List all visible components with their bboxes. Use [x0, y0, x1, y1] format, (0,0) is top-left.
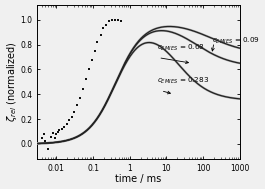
Text: $c_{EMIES}$ = 0.68: $c_{EMIES}$ = 0.68 — [157, 43, 205, 53]
Point — [110, 18, 114, 21]
Point — [101, 27, 105, 30]
Point — [81, 88, 85, 91]
Point — [92, 49, 97, 52]
Point — [104, 23, 108, 26]
Point — [43, 140, 47, 143]
Point — [46, 147, 50, 150]
Point — [48, 135, 53, 138]
Point — [56, 130, 60, 133]
Point — [119, 19, 123, 22]
Point — [62, 125, 66, 128]
Point — [75, 104, 79, 107]
Point — [64, 123, 69, 126]
Point — [57, 129, 61, 132]
Point — [42, 132, 46, 136]
Text: $c_{EMIES}$ = 0.09: $c_{EMIES}$ = 0.09 — [213, 36, 260, 46]
Text: $c_{EMIES}$ = 0.283: $c_{EMIES}$ = 0.283 — [157, 75, 209, 86]
Point — [51, 131, 55, 134]
Point — [90, 58, 94, 61]
Point — [107, 19, 112, 22]
Point — [40, 136, 44, 139]
Point — [95, 41, 99, 44]
Point — [53, 136, 57, 139]
Point — [116, 18, 120, 21]
Point — [113, 18, 117, 21]
Point — [60, 128, 64, 131]
Point — [87, 68, 91, 71]
Point — [72, 110, 76, 113]
Point — [84, 78, 88, 81]
Point — [69, 115, 74, 118]
Y-axis label: $\zeta_{rel}$ (normalized): $\zeta_{rel}$ (normalized) — [5, 42, 19, 122]
X-axis label: time / ms: time / ms — [115, 174, 162, 184]
Point — [99, 33, 103, 36]
Point — [67, 119, 71, 122]
Point — [54, 132, 59, 136]
Point — [78, 97, 82, 100]
